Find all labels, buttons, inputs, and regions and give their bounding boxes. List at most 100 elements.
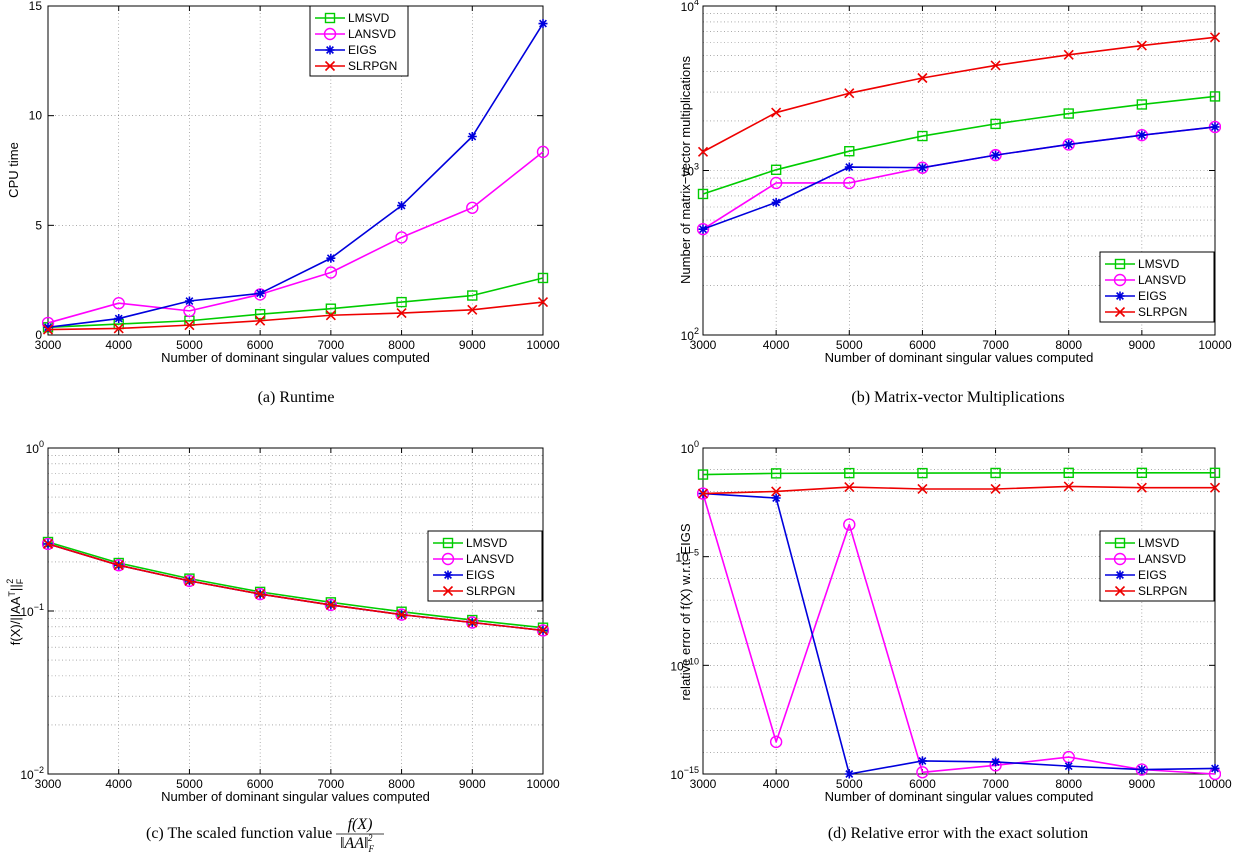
data-point-slrpgn (537, 297, 549, 308)
x-tick-label: 3000 (690, 777, 717, 791)
legend-marker-slrpgn (1114, 585, 1126, 597)
data-point-eigs (917, 756, 927, 766)
y-tick-label: 10−10 (670, 656, 699, 673)
plot-area (48, 6, 543, 335)
data-point-lmsvd (467, 290, 478, 301)
x-tick-label: 6000 (909, 338, 936, 352)
x-tick-label: 3000 (690, 338, 717, 352)
data-point-lmsvd (844, 146, 855, 157)
data-point-lmsvd (1136, 99, 1148, 110)
data-point-slrpgn (396, 609, 407, 620)
data-point-slrpgn (990, 483, 1001, 495)
y-tick-label: 103 (681, 162, 699, 179)
legend-marker-lansvd (323, 27, 337, 41)
data-point-lansvd (42, 537, 55, 551)
legend-label-lmsvd: LMSVD (348, 11, 390, 25)
x-tick-label: 10000 (1198, 777, 1232, 791)
y-axis-label: CPU time (6, 142, 21, 198)
y-tick-label: 15 (29, 0, 43, 13)
legend-marker-slrpgn (324, 60, 336, 72)
series-line-lmsvd (702, 472, 1215, 476)
y-tick-label: 10 (29, 109, 43, 123)
legend-label-eigs: EIGS (1138, 289, 1167, 303)
chart-panel-b: 3000 4000 5000 6000 7000 8000 9000 10000 102 103 1… (678, 0, 1232, 406)
data-point-eigs (917, 163, 927, 173)
series-line-lansvd (702, 493, 1216, 775)
data-point-slrpgn (1063, 481, 1074, 492)
x-tick-label: 3000 (35, 777, 62, 791)
series-line-slrpgn (47, 301, 544, 331)
data-point-lansvd (112, 558, 125, 572)
x-tick-label: 6000 (909, 777, 936, 791)
legend-label-lansvd: LANSVD (348, 27, 396, 41)
data-point-slrpgn (917, 483, 928, 495)
y-tick-label: 10−15 (670, 765, 699, 782)
panel-caption: (d) Relative error with the exact soluti… (828, 825, 1088, 842)
data-point-lmsvd (1063, 108, 1074, 119)
data-point-eigs (467, 132, 477, 142)
legend-label-slrpgn: SLRPGN (348, 59, 397, 73)
data-point-lmsvd (770, 468, 782, 479)
data-point-lmsvd (537, 272, 549, 284)
y-tick-label: 10−5 (675, 548, 699, 565)
chart-panel-a: 3000 4000 5000 6000 7000 8000 9000 10000 0 5 10 15 N… (6, 0, 560, 406)
data-point-slrpgn (844, 88, 855, 99)
data-point-lansvd (183, 574, 196, 588)
y-tick-label: 104 (681, 0, 699, 14)
data-point-slrpgn (917, 72, 928, 84)
legend-label-lansvd: LANSVD (1138, 552, 1186, 566)
data-point-lmsvd (396, 296, 407, 308)
data-point-eigs (255, 288, 265, 298)
x-tick-label: 10000 (1198, 338, 1232, 352)
data-point-lmsvd (917, 467, 928, 479)
data-point-lmsvd (254, 308, 266, 320)
data-point-slrpgn (325, 599, 336, 610)
panel-caption: (b) Matrix-vector Multiplications (851, 389, 1064, 406)
data-point-slrpgn (1136, 40, 1147, 51)
legend-label-slrpgn: SLRPGN (1138, 305, 1187, 319)
data-point-eigs (1137, 130, 1147, 140)
data-point-slrpgn (1136, 482, 1147, 493)
data-point-slrpgn (396, 308, 407, 319)
y-tick-label: 102 (681, 326, 699, 343)
series-line-eigs (47, 23, 544, 329)
series-line-lmsvd (702, 95, 1216, 195)
legend-marker-eigs (325, 45, 335, 55)
data-point-lmsvd (917, 130, 928, 142)
legend-label-lansvd: LANSVD (466, 552, 514, 566)
series-group (42, 19, 549, 335)
data-point-lansvd (769, 735, 783, 749)
x-tick-label: 7000 (318, 777, 345, 791)
data-point-eigs (397, 201, 407, 211)
legend-marker-lmsvd (1114, 537, 1126, 549)
legend-marker-eigs (1115, 291, 1125, 301)
data-point-lansvd (466, 201, 479, 214)
data-point-eigs (43, 322, 53, 332)
legend-marker-lansvd (1113, 552, 1127, 566)
x-tick-label: 10000 (526, 777, 560, 791)
data-point-eigs (991, 757, 1001, 767)
legend-marker-slrpgn (1114, 306, 1126, 318)
y-tick-label: 100 (681, 439, 699, 456)
data-point-slrpgn (113, 560, 124, 571)
data-point-lmsvd (1063, 467, 1074, 479)
panel-caption: (a) Runtime (258, 389, 335, 406)
legend-marker-eigs (443, 570, 453, 580)
plot-area (703, 448, 1215, 774)
data-point-slrpgn (467, 617, 478, 628)
caption-fraction-numerator: f(X) (348, 816, 373, 833)
data-point-lmsvd (325, 303, 337, 314)
legend-label-slrpgn: SLRPGN (1138, 584, 1187, 598)
legend-marker-lansvd (1113, 273, 1127, 287)
legend-marker-lmsvd (442, 537, 454, 549)
x-tick-label: 9000 (459, 338, 486, 352)
x-axis-label: Number of dominant singular values compu… (825, 350, 1094, 365)
series-line-slrpgn (47, 543, 544, 632)
data-point-lansvd (843, 518, 856, 531)
data-point-slrpgn (771, 486, 782, 497)
data-point-lmsvd (1209, 467, 1221, 479)
series-group (697, 32, 1221, 236)
x-axis-label: Number of dominant singular values compu… (825, 789, 1094, 804)
series-line-slrpgn (702, 36, 1216, 153)
